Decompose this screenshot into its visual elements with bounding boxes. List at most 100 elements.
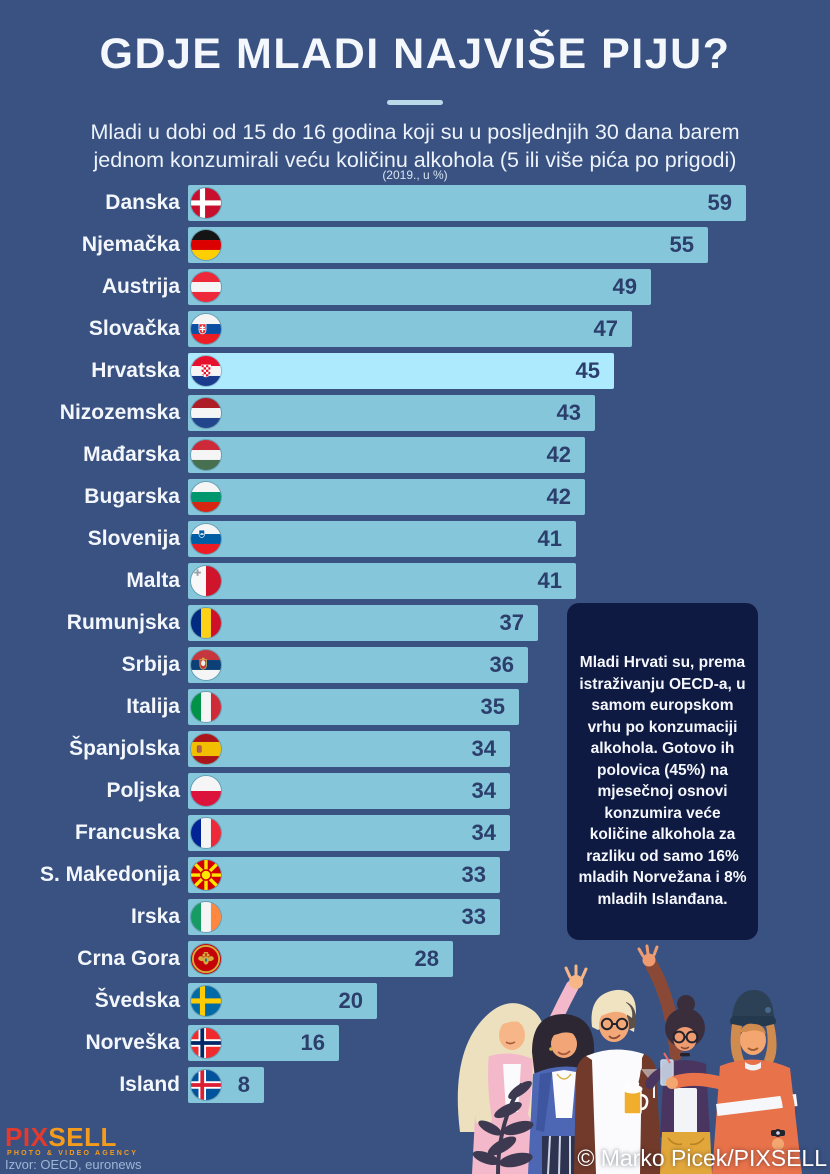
bar-value: 49 [612,274,637,299]
bar-value: 33 [461,904,486,929]
germany-flag-icon [191,230,221,260]
value-bar: 47 [188,311,632,347]
value-bar: 41 [188,521,576,557]
chart-row: Srbija 36 [0,647,830,683]
bar-value: 8 [237,1072,250,1097]
beer-mug-icon [622,1080,649,1115]
value-bar: 20 [188,983,377,1019]
country-label: Hrvatska [91,359,180,382]
montenegro-flag-icon [191,944,221,974]
value-bar: 49 [188,269,651,305]
bar-value: 28 [414,946,439,971]
country-label: Švedska [94,989,180,1012]
country-label: Irska [130,905,180,928]
value-bar: 34 [188,815,510,851]
netherlands-flag-icon [191,398,221,428]
value-bar: 59 [188,185,746,221]
subtitle: Mladi u dobi od 15 do 16 godina koji su … [0,118,830,174]
chart-row: Malta 41 [0,563,830,599]
chart-row: Italija 35 [0,689,830,725]
callout-text: Mladi Hrvati su, prema istraživanju OECD… [578,654,747,908]
norway-flag-icon [191,1028,221,1058]
party-illustration [457,944,802,1174]
country-label: Slovačka [88,317,180,340]
country-label: Italija [126,695,180,718]
chart-row: Austrija 49 [0,269,830,305]
country-label: S. Makedonija [39,863,180,886]
croatia-flag-icon [650,616,676,642]
person-beanie-orange [666,990,802,1174]
chart-row: Nizozemska 43 [0,395,830,431]
value-bar: 37 [188,605,538,641]
country-label: Nizozemska [59,401,180,424]
value-bar: 16 [188,1025,339,1061]
spain-flag-icon [191,734,221,764]
serbia-flag-icon [191,650,221,680]
chart-row: Mađarska 42 [0,437,830,473]
chart-row: Slovenija 41 [0,521,830,557]
slovenia-flag-icon [191,524,221,554]
country-label: Bugarska [84,485,180,508]
value-bar: 35 [188,689,519,725]
italy-flag-icon [191,692,221,722]
logo-tagline: PHOTO & VIDEO AGENCY [7,1150,139,1157]
country-label: Island [119,1073,180,1096]
country-label: Španjolska [69,737,180,760]
sweden-flag-icon [191,986,221,1016]
callout-box: Mladi Hrvati su, prema istraživanju OECD… [567,603,758,940]
chart-row: Island 8 [0,1067,830,1103]
slovakia-flag-icon [191,314,221,344]
poland-flag-icon [191,776,221,806]
person-blonde-pink [457,964,588,1174]
title-underline [387,100,443,105]
austria-flag-icon [191,272,221,302]
value-bar: 33 [188,899,500,935]
iceland-flag-icon [191,1070,221,1100]
bar-value: 55 [669,232,694,257]
country-label: Malta [126,569,180,592]
croatia-flag-icon [191,356,221,386]
country-label: Slovenija [87,527,180,550]
value-bar: 34 [188,731,510,767]
value-bar: 55 [188,227,708,263]
chart-row: Bugarska 42 [0,479,830,515]
logo-part1: PIX [5,1122,49,1152]
bar-value: 20 [338,988,363,1013]
bar-value: 42 [546,442,571,467]
chart-note: (2019., u %) [382,168,448,182]
country-label: Crna Gora [77,947,180,970]
north-macedonia-flag-icon [191,860,221,890]
country-label: Njemačka [81,233,180,256]
logo-part2: SELL [48,1122,117,1152]
bar-value: 33 [461,862,486,887]
page-title: GDJE MLADI NAJVIŠE PIJU? [99,30,731,78]
subtitle-line2: jednom konzumirali veću količinu alkohol… [93,148,737,172]
bulgaria-flag-icon [191,482,221,512]
pixsell-logo: PIXSELL [5,1124,117,1155]
country-label: Rumunjska [66,611,180,634]
bar-value: 37 [499,610,524,635]
bar-value: 47 [593,316,618,341]
bar-value: 59 [707,190,732,215]
chart-row: Crna Gora 28 [0,941,830,977]
source-text: Izvor: OECD, euronews [5,1157,142,1172]
bar-value: 34 [471,778,496,803]
romania-flag-icon [191,608,221,638]
value-bar: 36 [188,647,528,683]
chart-row: Norveška 16 [0,1025,830,1061]
chart-row: Hrvatska 45 [0,353,830,389]
chart-row: Španjolska 34 [0,731,830,767]
denmark-flag-icon [191,188,221,218]
country-label: Francuska [74,821,180,844]
bar-value: 34 [471,820,496,845]
value-bar: 42 [188,479,585,515]
photo-credit: © Marko Picek/PIXSELL [577,1145,827,1171]
bar-value: 36 [489,652,514,677]
ireland-flag-icon [191,902,221,932]
chart-row: Njemačka 55 [0,227,830,263]
value-bar: 42 [188,437,585,473]
value-bar: 43 [188,395,595,431]
country-label: Srbija [121,653,180,676]
bar-value: 35 [480,694,505,719]
